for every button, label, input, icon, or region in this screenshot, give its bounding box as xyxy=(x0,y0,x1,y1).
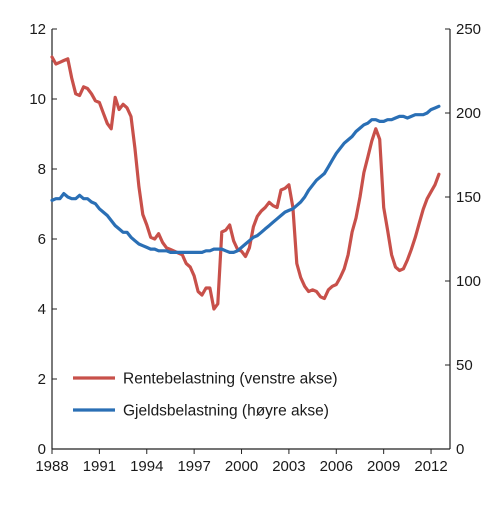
right-tick-label: 100 xyxy=(456,273,481,290)
x-tick-label: 1991 xyxy=(83,458,116,475)
axes: 0 2 4 6 8 10 12 0 50 100 150 200 250 1988 1991 1994 1997… xyxy=(29,21,481,475)
x-tick-label: 1997 xyxy=(177,458,210,475)
left-tick-label: 0 xyxy=(38,441,46,458)
legend: Rentebelastning (venstre akse) Gjeldsbela… xyxy=(73,371,338,420)
legend-label-1: Rentebelastning (venstre akse) xyxy=(123,371,338,388)
series-line-2 xyxy=(50,104,441,254)
right-tick-label: 150 xyxy=(456,189,481,206)
x-tick-label: 2006 xyxy=(320,458,353,475)
series-line-1 xyxy=(50,55,441,311)
left-tick-label: 12 xyxy=(29,21,46,38)
x-tick-label: 2003 xyxy=(272,458,305,475)
x-tick-label: 2012 xyxy=(414,458,447,475)
left-tick-label: 8 xyxy=(38,161,46,178)
left-tick-label: 2 xyxy=(38,371,46,388)
left-tick-label: 6 xyxy=(38,231,46,248)
right-tick-label: 0 xyxy=(456,441,464,458)
right-tick-label: 50 xyxy=(456,357,473,374)
legend-label-2: Gjeldsbelastning (høyre akse) xyxy=(123,403,329,420)
x-tick-label: 2009 xyxy=(367,458,400,475)
series-lines xyxy=(50,55,441,311)
x-tick-label: 1994 xyxy=(130,458,163,475)
right-tick-label: 250 xyxy=(456,21,481,38)
left-tick-label: 4 xyxy=(38,301,46,318)
right-tick-label: 200 xyxy=(456,105,481,122)
left-tick-label: 10 xyxy=(29,91,46,108)
x-tick-label: 2000 xyxy=(225,458,258,475)
x-tick-label: 1988 xyxy=(35,458,68,475)
